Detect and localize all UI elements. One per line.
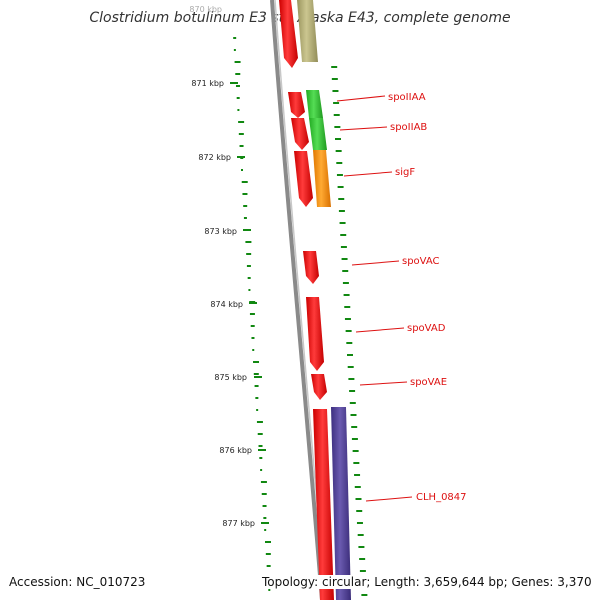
gene-label-spoVAD[interactable]: spoVAD [407, 323, 446, 334]
gene-labels: spoIIAA spoIIAB sigF spoVAC spoVAD spoVA… [336, 92, 467, 503]
scale-label-876: 876 kbp [219, 446, 252, 455]
feature-arrow-spoIIAA [306, 90, 323, 118]
gc-content-track-outer [331, 66, 368, 596]
feature-arrow-spoIIAB-cds [291, 118, 309, 150]
scale-label-875: 875 kbp [214, 373, 247, 382]
genome-backbone [270, 0, 324, 600]
gene-label-spoVAE[interactable]: spoVAE [410, 377, 447, 388]
gc-content-track-inner [233, 37, 271, 591]
scale-label-873: 873 kbp [204, 227, 237, 236]
feature-arrow-sigF [313, 150, 331, 207]
feature-arrow-spoVAC [303, 251, 319, 284]
gene-label-sigF[interactable]: sigF [395, 167, 415, 178]
feature-arrow-spoVAE [311, 374, 327, 400]
genome-stats-label: Topology: circular; Length: 3,659,644 bp… [262, 575, 592, 589]
feature-arrow-sigF-cds [294, 151, 313, 207]
feature-arrow-spoIIAB [309, 118, 327, 150]
gene-label-spoIIAA[interactable]: spoIIAA [388, 92, 426, 103]
feature-arrow-upstream-olive [297, 0, 318, 62]
scale-label-871: 871 kbp [191, 79, 224, 88]
accession-label: Accession: NC_010723 [9, 575, 146, 589]
scale-axis: 870 kbp 871 kbp 872 kbp 873 kbp 874 kbp … [189, 5, 269, 528]
feature-arrow-spoIIAA-cds [288, 92, 305, 118]
feature-arrow-upstream [279, 0, 298, 68]
gene-label-spoVAC[interactable]: spoVAC [402, 256, 440, 267]
feature-track [279, 0, 351, 600]
feature-arrow-CLH_0847-cds [313, 409, 334, 600]
feature-arrow-spoVAD [306, 297, 324, 371]
scale-label-877: 877 kbp [222, 519, 255, 528]
scale-label-874: 874 kbp [210, 300, 243, 309]
scale-label-872: 872 kbp [198, 153, 231, 162]
gene-label-CLH_0847[interactable]: CLH_0847 [416, 492, 467, 503]
feature-arrow-CLH_0847 [331, 407, 351, 600]
scale-label-870: 870 kbp [189, 5, 222, 14]
gene-label-spoIIAB[interactable]: spoIIAB [390, 122, 427, 133]
